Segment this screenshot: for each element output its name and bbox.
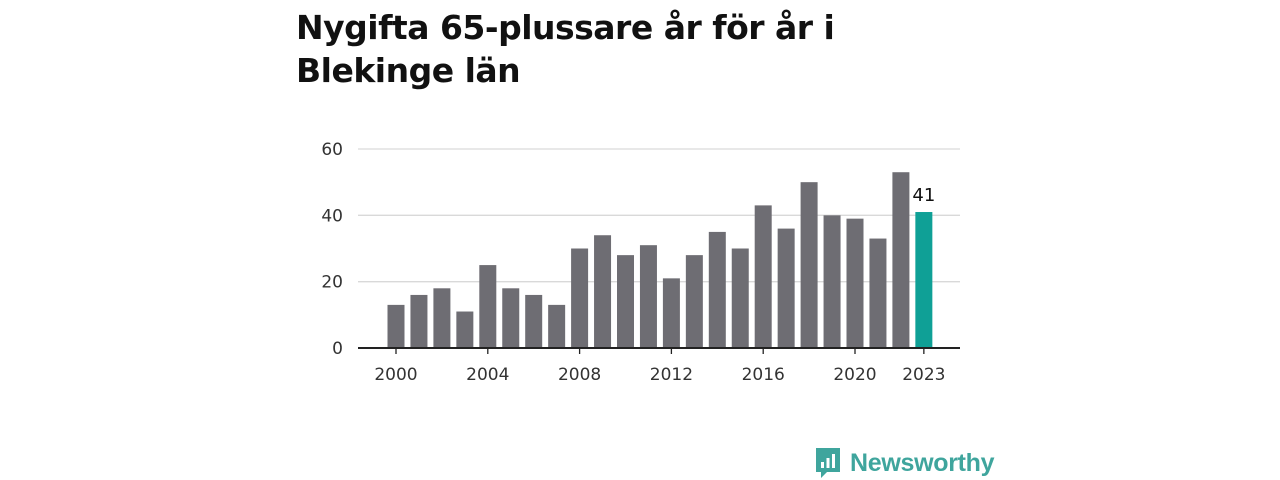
bars: [387, 172, 933, 348]
bar: [800, 182, 818, 348]
x-tick-label: 2020: [833, 365, 876, 385]
x-tick-label: 2012: [650, 365, 693, 385]
bar: [662, 278, 680, 348]
newsworthy-logo-icon: [816, 448, 840, 478]
bar: [456, 311, 474, 348]
y-tick-label: 0: [332, 339, 343, 359]
bar: [433, 288, 451, 348]
highlight-value-label: 41: [912, 185, 935, 206]
bar: [387, 304, 405, 348]
y-tick-label: 40: [321, 206, 343, 226]
x-axis-ticks: 2000 2004 2008 2012 2016 2020 2023: [374, 348, 945, 385]
x-tick-label: 2000: [374, 365, 417, 385]
brand: Newsworthy: [814, 446, 995, 480]
bar: [548, 304, 566, 348]
bar: [708, 231, 726, 348]
bar: [525, 294, 543, 348]
y-tick-label: 60: [321, 140, 343, 160]
bar: [639, 245, 657, 348]
bar: [594, 235, 612, 348]
x-tick-label: 2008: [558, 365, 601, 385]
bar: [892, 172, 910, 348]
bar: [754, 205, 772, 348]
bar: [410, 294, 428, 348]
bar: [846, 218, 864, 348]
bar: [479, 265, 497, 348]
y-axis-ticks: 0 20 40 60: [321, 140, 343, 359]
y-tick-label: 20: [321, 273, 343, 293]
x-tick-label: 2023: [902, 365, 945, 385]
brand-name: Newsworthy: [850, 448, 995, 477]
chart-title: Nygifta 65-plussare år för år i Blekinge…: [296, 8, 835, 90]
bar: [571, 248, 589, 348]
bar-highlighted: [915, 212, 933, 348]
bar: [777, 228, 795, 348]
bar: [869, 238, 887, 348]
bar: [685, 255, 703, 348]
bar: [823, 215, 841, 348]
bar: [731, 248, 749, 348]
bar: [502, 288, 520, 348]
x-tick-label: 2016: [742, 365, 785, 385]
bar: [617, 255, 634, 348]
x-tick-label: 2004: [466, 365, 509, 385]
